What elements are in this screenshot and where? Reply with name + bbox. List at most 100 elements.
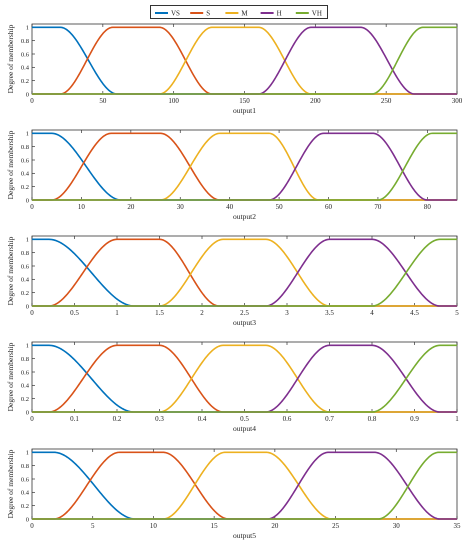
x-tick-label: 2.5 xyxy=(240,309,249,317)
y-tick-label: 0.4 xyxy=(21,65,30,72)
x-tick-label: 0.3 xyxy=(155,415,164,423)
y-tick-label: 0.6 xyxy=(21,157,30,164)
x-axis-label: output2 xyxy=(233,212,256,221)
x-tick-label: 60 xyxy=(325,203,333,211)
y-tick-label: 0 xyxy=(26,91,29,98)
x-axis-label: output5 xyxy=(233,531,256,540)
y-tick-label: 0 xyxy=(26,516,29,523)
series-line-h xyxy=(32,344,457,413)
plot-frame xyxy=(31,129,458,201)
x-tick-label: 30 xyxy=(177,203,185,211)
y-tick-label: 0.6 xyxy=(21,263,30,270)
x-axis-label: output3 xyxy=(233,318,256,327)
y-tick-label: 0 xyxy=(26,409,29,416)
y-tick-label: 0.4 xyxy=(21,383,30,390)
series-line-vs xyxy=(32,238,457,307)
x-tick-label: 0.6 xyxy=(283,415,292,423)
series-line-m xyxy=(32,26,457,95)
x-tick-label: 1 xyxy=(455,415,459,423)
x-tick-label: 0 xyxy=(30,415,34,423)
x-tick-label: 2 xyxy=(200,309,204,317)
y-tick-label: 0.6 xyxy=(21,369,30,376)
x-tick-label: 20 xyxy=(271,522,279,530)
x-tick-label: 0 xyxy=(30,97,34,105)
series-line-m xyxy=(32,238,457,307)
x-tick-label: 5 xyxy=(91,522,95,530)
x-tick-label: 10 xyxy=(150,522,158,530)
x-tick-label: 25 xyxy=(332,522,340,530)
x-tick-label: 3.5 xyxy=(325,309,334,317)
y-tick-label: 0 xyxy=(26,303,29,310)
x-tick-label: 0 xyxy=(30,309,34,317)
y-tick-label: 0.6 xyxy=(21,51,30,58)
x-tick-label: 1 xyxy=(115,309,119,317)
series-line-m xyxy=(32,344,457,413)
x-tick-label: 80 xyxy=(424,203,432,211)
series-line-vs xyxy=(32,344,457,413)
y-tick-label: 0.2 xyxy=(21,184,29,191)
y-tick-label: 0.4 xyxy=(21,171,30,178)
x-tick-label: 4 xyxy=(370,309,374,317)
series-line-h xyxy=(32,238,457,307)
x-tick-label: 100 xyxy=(168,97,179,105)
y-tick-label: 0.4 xyxy=(21,277,30,284)
series-line-s xyxy=(32,26,457,95)
y-tick-label: 0.2 xyxy=(21,78,29,85)
series-line-h xyxy=(32,26,457,95)
x-tick-label: 300 xyxy=(452,97,463,105)
chart-panel-2: 00.20.40.60.810 10 20 30 40 50 60 70 80output2De… xyxy=(6,129,458,221)
x-tick-label: 50 xyxy=(276,203,284,211)
y-tick-label: 0.8 xyxy=(21,356,29,363)
x-tick-label: 5 xyxy=(455,309,459,317)
plot-frame xyxy=(31,23,458,95)
series-line-s xyxy=(32,344,457,413)
x-tick-label: 0.5 xyxy=(240,415,249,423)
x-tick-label: 50 xyxy=(99,97,107,105)
x-tick-label: 3 xyxy=(285,309,289,317)
x-tick-label: 0.4 xyxy=(198,415,207,423)
y-axis-label: Degree of membership xyxy=(6,449,15,518)
x-tick-label: 0.7 xyxy=(325,415,334,423)
x-tick-label: 30 xyxy=(393,522,401,530)
series-line-vh xyxy=(32,26,457,95)
chart-panel-3: 0 0.2 0.4 0.6 0.8 1 0 0.5 1 1.5 2 2.5 3 3.5 4 4.5 5 outpu… xyxy=(6,235,459,327)
legend-label-vs: VS xyxy=(171,10,180,18)
legend-label-h: H xyxy=(277,10,282,18)
chart-panel-1: 0 0.2 0.4 0.6 0.8 1 0 50 100 150 200 250 300 output1 D… xyxy=(6,23,463,115)
y-tick-label: 0.8 xyxy=(21,38,29,45)
y-tick-label: 1 xyxy=(26,25,29,32)
chart-panel-5: 00.20.40.60.810 5 10 15 20 25 30 35output5Degre… xyxy=(6,448,461,540)
x-tick-label: 0.2 xyxy=(113,415,122,423)
chart-panel-4: 0 0.2 0.4 0.6 0.8 1 0 0.1 0.2 0.3 0.4 0.5 0.6 0.7 0.8 0… xyxy=(6,341,459,433)
y-tick-label: 0 xyxy=(26,197,29,204)
x-tick-label: 0 xyxy=(30,203,34,211)
y-tick-label: 0.8 xyxy=(21,463,29,470)
x-tick-label: 150 xyxy=(239,97,250,105)
y-tick-label: 0.8 xyxy=(21,250,29,257)
y-tick-label: 1 xyxy=(26,237,29,244)
x-axis-label: output1 xyxy=(233,106,256,115)
x-tick-label: 40 xyxy=(226,203,234,211)
series-line-vh xyxy=(32,451,457,520)
y-tick-label: 0.6 xyxy=(21,476,30,483)
legend-label-s: S xyxy=(206,10,210,18)
y-axis-label: Degree of membership xyxy=(6,236,15,305)
y-tick-label: 0.2 xyxy=(21,396,29,403)
y-axis-label: Degree of membership xyxy=(6,342,15,411)
series-line-s xyxy=(32,132,457,201)
x-tick-label: 10 xyxy=(78,203,86,211)
legend: VS S M H VH xyxy=(150,5,328,19)
series-line-s xyxy=(32,238,457,307)
y-tick-label: 0.2 xyxy=(21,290,29,297)
x-tick-label: 0.5 xyxy=(70,309,79,317)
x-tick-label: 0.1 xyxy=(70,415,79,423)
x-tick-label: 4.5 xyxy=(410,309,419,317)
x-tick-label: 20 xyxy=(127,203,135,211)
plot-frame xyxy=(31,341,458,413)
plot-frame xyxy=(31,235,458,307)
x-tick-label: 250 xyxy=(381,97,392,105)
legend-canvas: VS S M H VH xyxy=(155,10,322,18)
y-tick-label: 0.8 xyxy=(21,144,29,151)
x-tick-label: 15 xyxy=(211,522,219,530)
x-tick-label: 0.9 xyxy=(410,415,419,423)
